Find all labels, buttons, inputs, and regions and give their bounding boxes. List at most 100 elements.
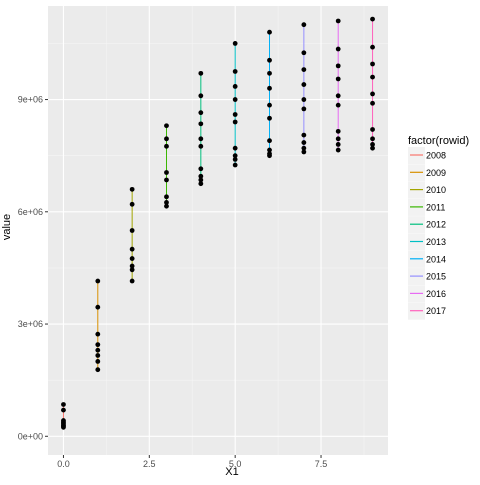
legend-label: 2015 bbox=[426, 272, 446, 282]
data-point bbox=[129, 228, 135, 233]
legend-title: factor(rowid) bbox=[408, 135, 469, 147]
data-point bbox=[301, 106, 307, 112]
data-point bbox=[267, 70, 272, 76]
data-point bbox=[232, 162, 238, 168]
data-point bbox=[95, 331, 101, 337]
data-point bbox=[95, 347, 101, 353]
data-point bbox=[267, 115, 272, 121]
data-point bbox=[370, 127, 375, 132]
data-point bbox=[335, 46, 341, 52]
data-point bbox=[198, 136, 204, 142]
data-point bbox=[267, 147, 272, 153]
data-point bbox=[370, 142, 375, 147]
data-point bbox=[198, 177, 204, 183]
data-point bbox=[301, 97, 307, 102]
data-point bbox=[301, 22, 307, 28]
x-axis: 0.0 2.5 5.0 7.5 bbox=[57, 455, 327, 469]
data-point bbox=[232, 41, 238, 46]
plot-panel bbox=[48, 6, 388, 455]
data-point bbox=[164, 123, 169, 129]
data-point bbox=[267, 138, 272, 144]
data-point bbox=[198, 93, 204, 99]
data-point bbox=[335, 147, 341, 153]
x-tick-label: 2.5 bbox=[143, 459, 156, 469]
data-point bbox=[267, 153, 272, 159]
data-point bbox=[301, 149, 307, 155]
data-point bbox=[232, 69, 238, 74]
y-axis-label: value bbox=[1, 214, 13, 240]
series-points bbox=[61, 16, 375, 430]
data-point bbox=[164, 177, 169, 183]
data-point bbox=[129, 263, 135, 269]
data-point bbox=[335, 93, 341, 99]
data-point bbox=[61, 424, 66, 430]
legend-label: 2010 bbox=[426, 185, 446, 195]
data-point bbox=[198, 70, 204, 76]
data-point bbox=[267, 57, 272, 63]
data-point bbox=[335, 136, 341, 142]
data-point bbox=[267, 102, 272, 108]
data-point bbox=[95, 278, 101, 284]
data-point bbox=[370, 74, 375, 80]
data-point bbox=[301, 82, 307, 87]
data-point bbox=[232, 119, 238, 125]
y-tick-label: 6e+06 bbox=[18, 207, 43, 217]
data-point bbox=[370, 61, 375, 67]
data-point bbox=[164, 203, 169, 209]
x-tick-label: 0.0 bbox=[57, 459, 70, 469]
y-tick-label: 9e+06 bbox=[18, 95, 43, 105]
data-point bbox=[335, 142, 341, 147]
data-point bbox=[232, 157, 238, 162]
legend-label: 2014 bbox=[426, 254, 446, 264]
x-axis-label: X1 bbox=[225, 466, 238, 478]
data-point bbox=[129, 278, 135, 284]
data-point bbox=[198, 143, 204, 149]
data-point bbox=[164, 170, 169, 175]
data-point bbox=[301, 145, 307, 151]
legend-label: 2008 bbox=[426, 151, 446, 161]
x-tick-label: 7.5 bbox=[315, 459, 328, 469]
data-point bbox=[61, 407, 66, 413]
minor-gridlines bbox=[48, 6, 388, 455]
data-point bbox=[335, 18, 341, 24]
data-point bbox=[198, 110, 204, 116]
legend: factor(rowid) 20082009201020112012201320… bbox=[408, 135, 469, 320]
data-point bbox=[267, 29, 272, 35]
data-point bbox=[198, 181, 204, 187]
data-point bbox=[335, 63, 341, 69]
data-point bbox=[164, 143, 169, 149]
data-point bbox=[198, 166, 204, 172]
data-point bbox=[335, 102, 341, 108]
data-point bbox=[129, 246, 135, 252]
data-point bbox=[95, 367, 101, 373]
legend-label: 2011 bbox=[426, 202, 445, 212]
data-point bbox=[164, 136, 169, 142]
legend-label: 2016 bbox=[426, 289, 446, 299]
data-point bbox=[198, 173, 204, 179]
data-point bbox=[301, 132, 307, 138]
data-point bbox=[370, 100, 375, 106]
x-tick-label: 5.0 bbox=[229, 459, 242, 469]
data-point bbox=[232, 153, 238, 159]
data-point bbox=[129, 267, 135, 273]
data-point bbox=[95, 353, 101, 358]
data-point bbox=[95, 304, 101, 310]
data-point bbox=[370, 16, 375, 22]
data-point bbox=[370, 145, 375, 151]
data-point bbox=[370, 136, 375, 142]
data-point bbox=[232, 97, 238, 102]
legend-label: 2009 bbox=[426, 168, 446, 178]
y-tick-label: 0e+00 bbox=[18, 431, 43, 441]
data-point bbox=[95, 359, 101, 364]
y-axis: 0e+00 3e+06 6e+06 9e+06 bbox=[18, 95, 48, 441]
legend-label: 2012 bbox=[426, 220, 446, 230]
legend-label: 2017 bbox=[426, 306, 446, 316]
y-tick-label: 3e+06 bbox=[18, 319, 43, 329]
data-point bbox=[129, 256, 135, 261]
data-point bbox=[301, 50, 307, 56]
data-point bbox=[129, 201, 135, 207]
data-point bbox=[301, 67, 307, 73]
data-point bbox=[95, 342, 101, 348]
data-point bbox=[267, 85, 272, 91]
